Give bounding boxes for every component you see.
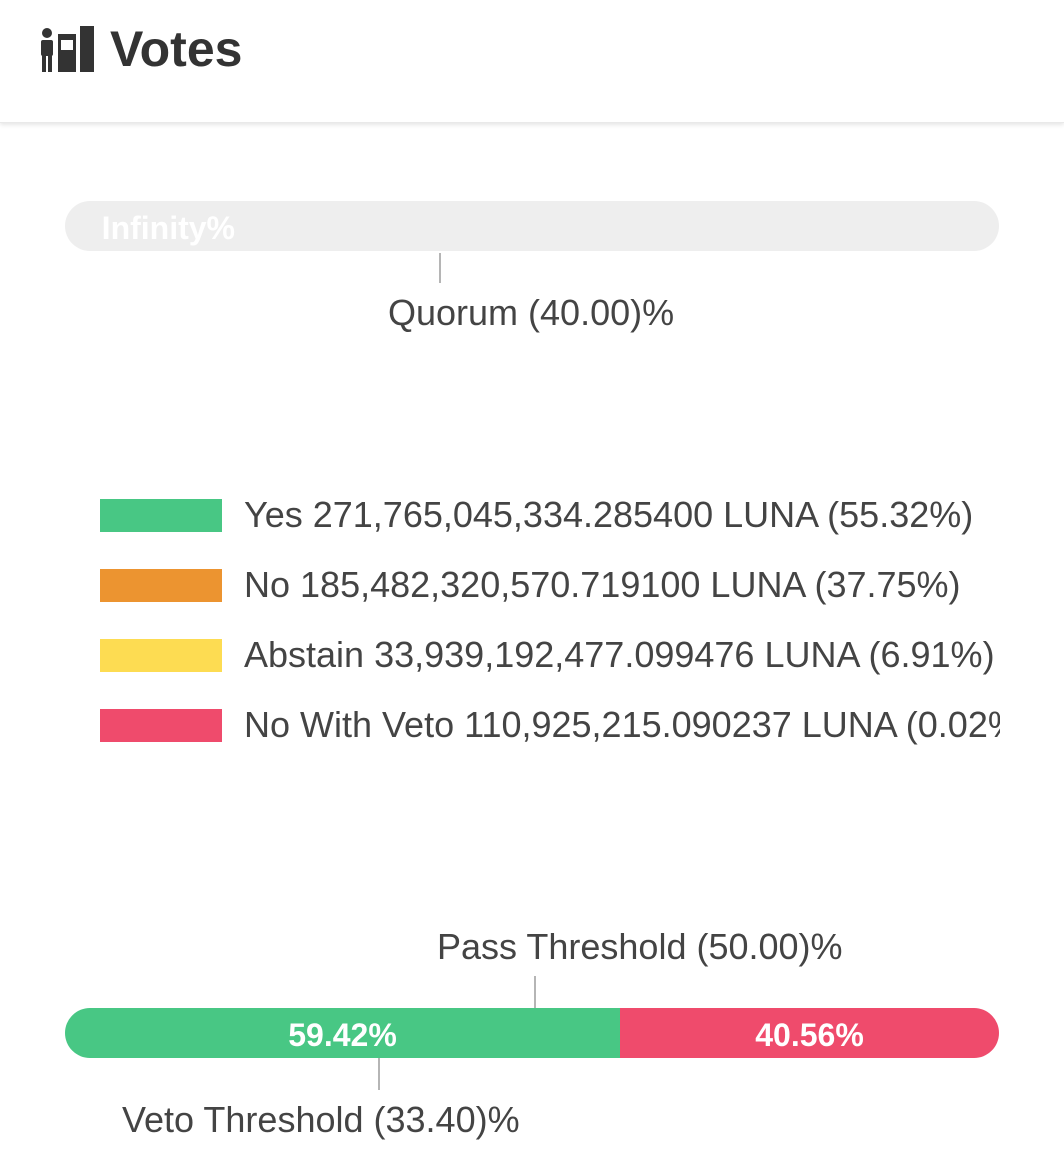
legend-item: Abstain 33,939,192,477.099476 LUNA (6.91…	[100, 620, 1000, 690]
yes-segment: 59.42%	[65, 1008, 620, 1058]
legend-label: Yes 271,765,045,334.285400 LUNA (55.32%)	[244, 494, 974, 535]
no-percent-text: 40.56%	[755, 1017, 864, 1053]
vote-result-bar: 59.42% 40.56%	[65, 1008, 999, 1058]
legend-item: No 185,482,320,570.719100 LUNA (37.75%)	[100, 550, 1000, 620]
legend-label: Abstain 33,939,192,477.099476 LUNA (6.91…	[244, 634, 995, 675]
legend-label: No With Veto 110,925,215.090237 LUNA (0.…	[244, 704, 1000, 745]
yes-percent-text: 59.42%	[288, 1017, 397, 1053]
quorum-marker-label: Quorum (40.00)%	[388, 292, 675, 333]
legend-item: No With Veto 110,925,215.090237 LUNA (0.…	[100, 690, 1000, 760]
pass-threshold-label: Pass Threshold (50.00)%	[437, 926, 843, 967]
quorum-percent-text: Infinity%	[101, 210, 235, 246]
quorum-marker	[439, 253, 441, 283]
voting-booth-icon	[41, 26, 94, 72]
quorum-bar: Infinity%	[65, 201, 999, 251]
legend-swatch	[100, 638, 222, 672]
legend-swatch	[100, 568, 222, 602]
legend-swatch	[100, 498, 222, 532]
legend-label: No 185,482,320,570.719100 LUNA (37.75%)	[244, 564, 961, 605]
legend-swatch	[100, 708, 222, 742]
veto-threshold-marker	[378, 1058, 380, 1090]
no-segment: 40.56%	[620, 1008, 999, 1058]
legend-item: Yes 271,765,045,334.285400 LUNA (55.32%)	[100, 480, 1000, 550]
pass-threshold-marker	[534, 976, 536, 1008]
votes-header: Votes	[0, 0, 1064, 123]
quorum-bar-label: Infinity%	[65, 201, 235, 251]
veto-threshold-label: Veto Threshold (33.40)%	[122, 1099, 520, 1140]
page-title: Votes	[110, 21, 243, 77]
vote-legend: Yes 271,765,045,334.285400 LUNA (55.32%)…	[100, 480, 1000, 760]
